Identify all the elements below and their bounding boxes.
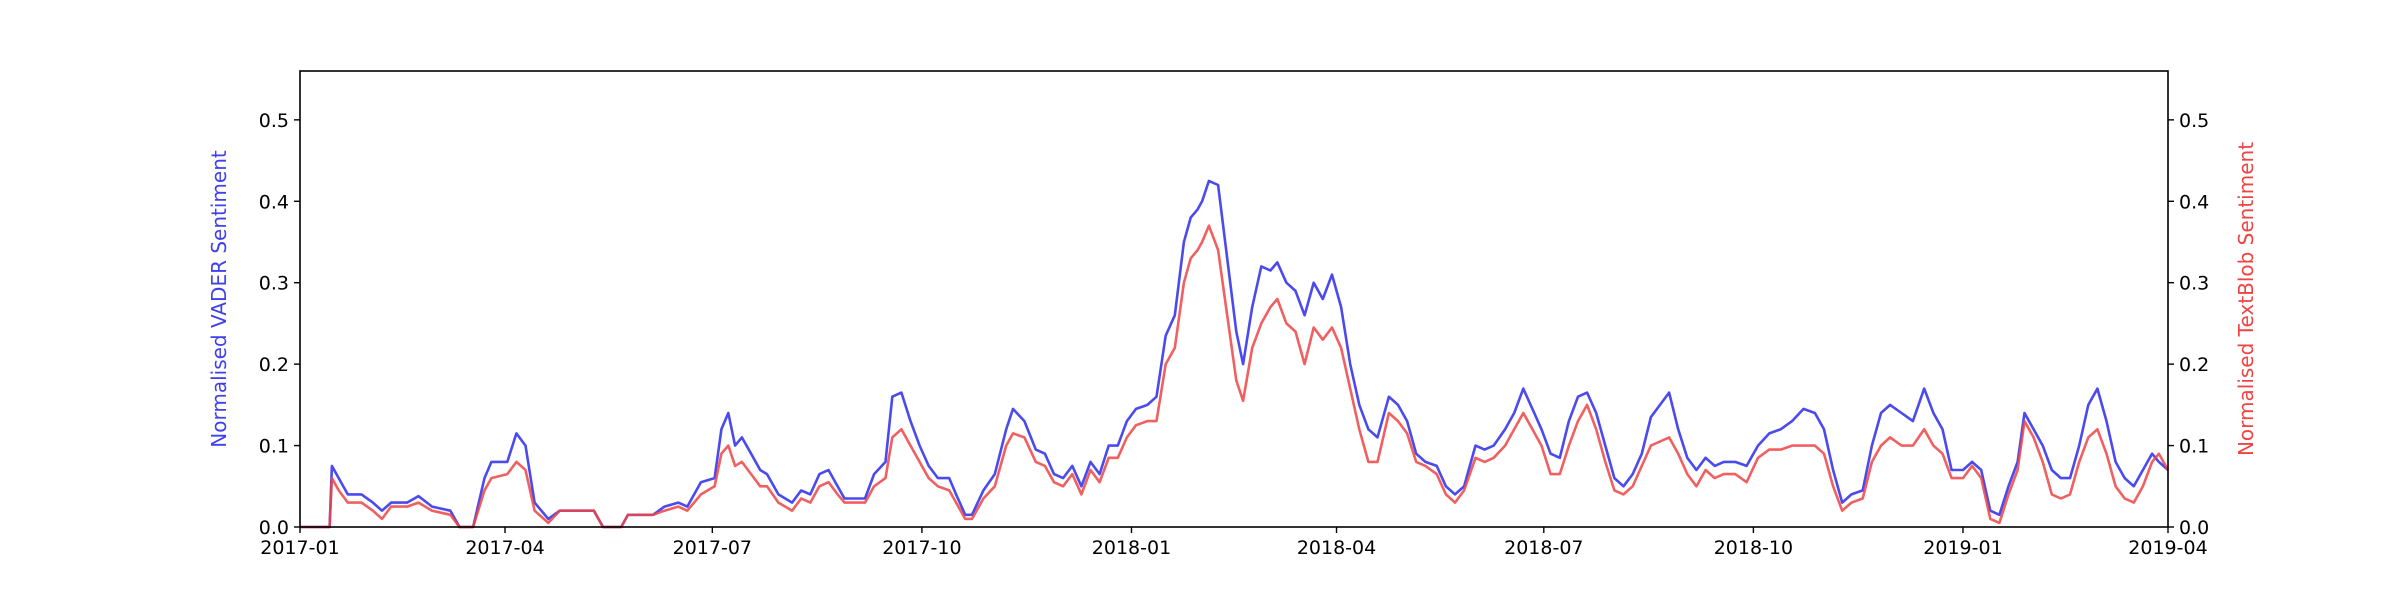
series-layer [300,179,2170,529]
x-tick-label: 2017-07 [673,537,752,559]
x-tick-label: 2018-04 [1297,537,1376,559]
right-y-tick-label: 0.0 [2179,517,2209,539]
textblob-series-line [300,224,2170,529]
left-y-tick-label: 0.5 [259,110,289,132]
right-y-tick-label: 0.4 [2179,191,2209,213]
x-tick-label: 2019-01 [1923,537,2002,559]
x-tick-label: 2018-10 [1714,537,1793,559]
x-tick-label: 2018-01 [1092,537,1171,559]
left-y-tick-label: 0.0 [259,517,289,539]
x-tick-label: 2018-07 [1504,537,1583,559]
ticks-layer: 2017-01 2017-04 2017-07 2017-10 2018-01 2018-… [259,110,2209,559]
right-y-axis-title: Normalised TextBlob Sentiment [2234,142,2258,456]
plot-frame [299,70,2169,528]
left-y-tick-label: 0.3 [259,273,289,295]
left-y-tick-label: 0.2 [259,354,289,376]
right-y-tick-label: 0.3 [2179,273,2209,295]
right-y-tick-label: 0.5 [2179,110,2209,132]
x-tick-label: 2017-04 [465,537,544,559]
left-y-axis-title: Normalised VADER Sentiment [207,150,231,448]
x-tick-label: 2019-04 [2128,537,2207,559]
right-y-tick-label: 0.2 [2179,354,2209,376]
left-y-tick-label: 0.4 [259,191,289,213]
left-y-tick-label: 0.1 [259,436,289,458]
x-tick-label: 2017-10 [882,537,961,559]
vader-series-line [300,179,2169,529]
right-y-tick-label: 0.1 [2179,436,2209,458]
x-tick-label: 2017-01 [260,537,339,559]
